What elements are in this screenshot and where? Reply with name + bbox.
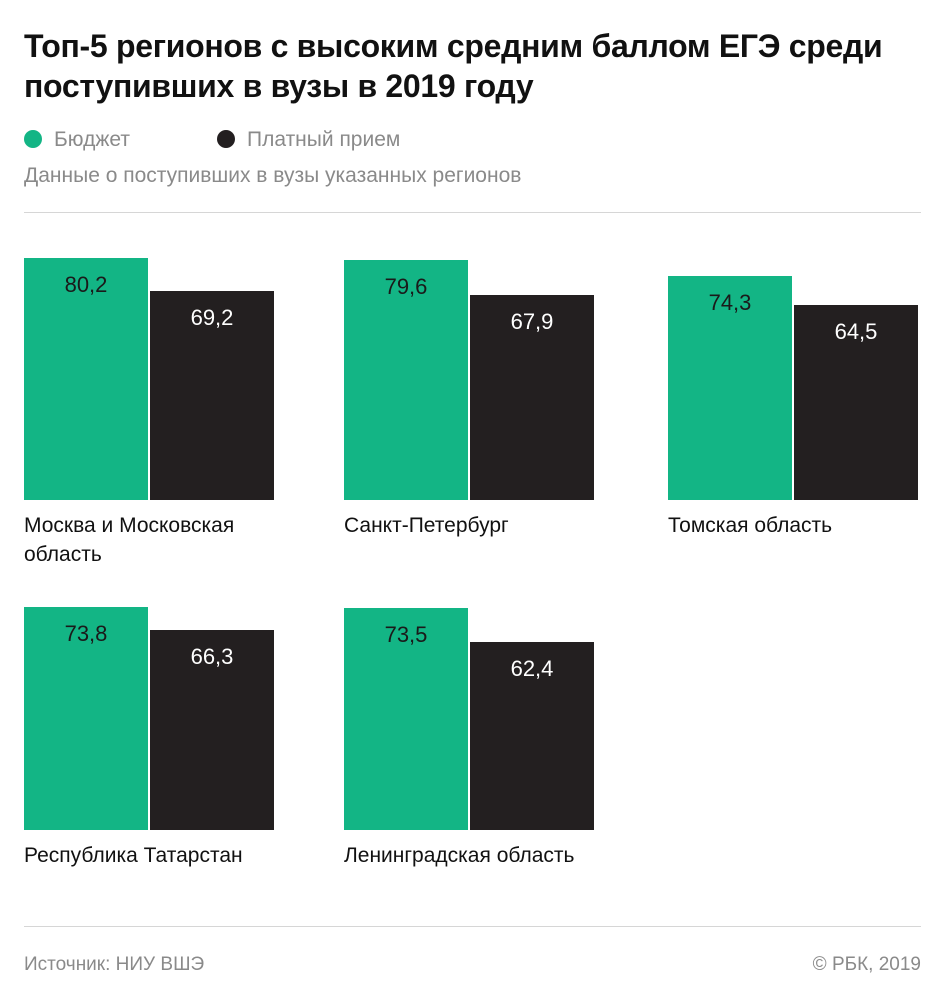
bottom-divider [24,926,921,927]
bar-value-label: 64,5 [834,319,878,344]
region-label: Ленинградская область [344,844,575,867]
bar-budget: 80,2 [24,258,148,500]
region-label: Москва и Московская область [24,514,235,566]
bar-paid: 62,4 [470,642,594,830]
bar-value-label: 66,3 [190,644,234,669]
legend-item-paid: Платный прием [217,126,400,154]
bar-value-label: 62,4 [510,656,554,681]
bar-value-label: 80,2 [64,272,108,297]
bar-budget: 79,6 [344,260,468,500]
source-note: Источник: НИУ ВШЭ [24,954,205,975]
bar-paid: 66,3 [150,630,274,830]
bar-value-label: 74,3 [708,290,752,315]
chart-subtitle: Данные о поступивших в вузы указанных ре… [24,164,522,187]
bar-budget: 73,8 [24,607,148,830]
legend-dot-paid-icon [217,130,235,148]
region-panel: 73,8 66,3 Республика Татарстан [24,510,276,867]
chart-title: Топ-5 регионов с высоким средним баллом … [24,28,883,104]
bar-value-label: 69,2 [190,305,234,330]
region-panel: 79,6 67,9 Санкт-Петербург [344,180,596,537]
region-panel: 80,2 69,2 Москва и Московская область [24,180,276,566]
bar-paid: 69,2 [150,291,274,500]
bar-paid: 67,9 [470,295,594,500]
bar-value-label: 67,9 [510,309,554,334]
top-divider [24,212,921,213]
bar-value-label: 73,5 [384,622,428,647]
bar-paid: 64,5 [794,305,918,500]
bar-budget: 74,3 [668,276,792,500]
region-label: Санкт-Петербург [344,514,509,537]
legend-label-paid: Платный прием [247,128,401,151]
bar-budget: 73,5 [344,608,468,830]
legend-dot-budget-icon [24,130,42,148]
legend-item-budget: Бюджет [24,126,130,154]
region-panel: 74,3 64,5 Томская область [668,180,920,537]
legend-label-budget: Бюджет [54,128,130,151]
bar-value-label: 79,6 [384,274,428,299]
region-panel: 73,5 62,4 Ленинградская область [344,510,596,867]
region-label: Томская область [668,514,833,537]
bar-value-label: 73,8 [64,621,108,646]
copyright-note: © РБК, 2019 [812,954,921,975]
region-label: Республика Татарстан [24,844,243,867]
